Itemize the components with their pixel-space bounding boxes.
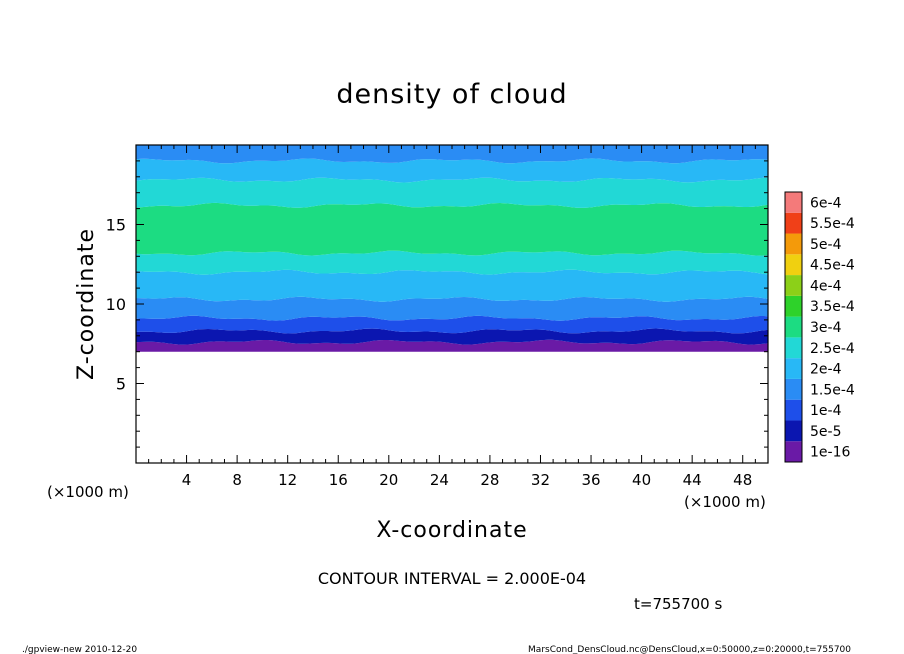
contour-layer <box>136 145 768 164</box>
colorbar-swatch <box>785 212 802 234</box>
footer-left: ./gpview-new 2010-12-20 <box>22 645 137 654</box>
chart-title: density of cloud <box>336 79 567 110</box>
colorbar-swatch <box>785 254 802 276</box>
colorbar-label: 5.5e-4 <box>810 216 855 232</box>
x-tick-label: 28 <box>480 471 499 489</box>
colorbar-swatch <box>785 275 802 296</box>
contour-layer <box>136 339 768 352</box>
colorbar-swatch <box>785 295 802 317</box>
colorbar-label: 1.5e-4 <box>810 382 855 398</box>
x-tick-label: 4 <box>182 471 192 489</box>
colorbar-swatch <box>785 399 802 421</box>
y-tick-label: 5 <box>116 375 126 394</box>
x-tick-label: 40 <box>632 471 651 489</box>
time-text: t=755700 s <box>634 595 722 613</box>
contour-layer <box>136 158 768 183</box>
x-axis-label: X-coordinate <box>376 518 527 543</box>
x-tick-label: 44 <box>683 471 702 489</box>
y-tick-label: 15 <box>106 216 126 235</box>
x-tick-label: 32 <box>531 471 550 489</box>
colorbar-swatch <box>785 358 802 379</box>
x-unit-left: (×1000 m) <box>47 483 129 501</box>
contour-layer <box>136 177 768 208</box>
contour-field <box>136 145 768 352</box>
x-tick-label: 12 <box>278 471 297 489</box>
contour-layer <box>136 202 768 256</box>
colorbar-swatch <box>785 233 802 255</box>
colorbar-label: 4.5e-4 <box>810 258 855 274</box>
colorbar-swatch <box>785 337 802 359</box>
colorbar-swatch <box>785 316 802 338</box>
colorbar-label: 3.5e-4 <box>810 299 855 315</box>
x-tick-label: 20 <box>379 471 398 489</box>
x-unit-right: (×1000 m) <box>684 493 766 511</box>
colorbar-label: 5e-5 <box>810 424 841 440</box>
colorbar-label: 2e-4 <box>810 362 842 378</box>
colorbar: 1e-16 5e-5 1e-4 1.5e-4 2e-4 2.5e-4 3e-4 3.5e-4 4… <box>784 191 855 463</box>
colorbar-swatch <box>785 378 802 400</box>
colorbar-label: 3e-4 <box>810 320 842 336</box>
contour-interval-text: CONTOUR INTERVAL = 2.000E-04 <box>318 569 586 588</box>
colorbar-swatch <box>785 192 802 213</box>
contour-layer <box>136 315 768 334</box>
colorbar-label: 1e-16 <box>810 445 850 461</box>
colorbar-label: 2.5e-4 <box>810 341 855 357</box>
y-axis-label: Z-coordinate <box>74 228 99 380</box>
x-tick-label: 24 <box>430 471 449 489</box>
x-tick-label: 36 <box>581 471 600 489</box>
footer-right: MarsCond_DensCloud.nc@DensCloud,x=0:5000… <box>528 645 851 654</box>
colorbar-swatch <box>785 420 802 442</box>
colorbar-label: 4e-4 <box>810 278 842 294</box>
colorbar-swatch <box>785 441 802 462</box>
contour-layer <box>136 269 768 302</box>
contour-layer <box>136 296 768 321</box>
contour-layer <box>136 250 768 275</box>
contour-layer <box>136 328 768 345</box>
colorbar-label: 1e-4 <box>810 403 842 419</box>
colorbar-label: 5e-4 <box>810 237 842 253</box>
x-tick-label: 48 <box>733 471 752 489</box>
colorbar-frame <box>784 191 803 463</box>
x-tick-label: 8 <box>232 471 242 489</box>
colorbar-label: 6e-4 <box>810 195 842 211</box>
y-tick-label: 10 <box>106 295 126 314</box>
x-tick-label: 16 <box>329 471 348 489</box>
